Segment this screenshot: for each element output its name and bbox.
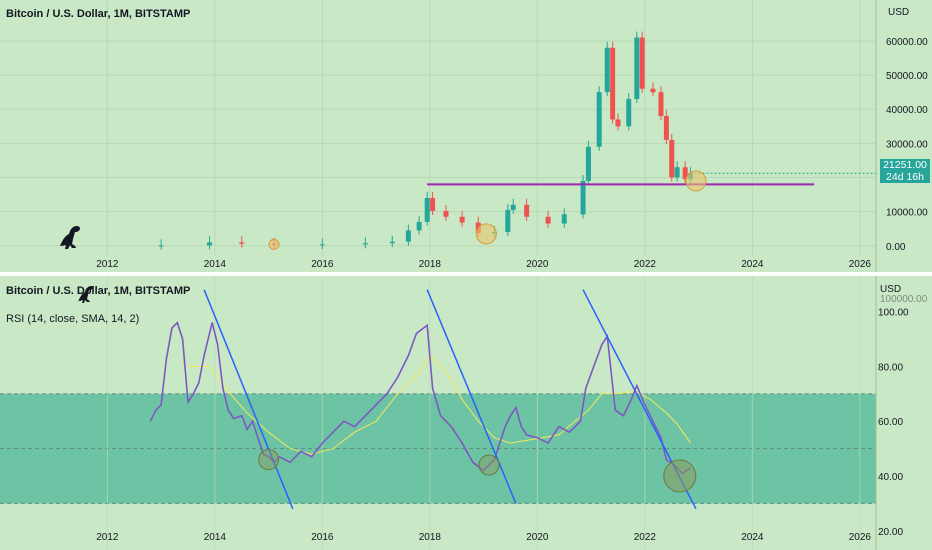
rsi-pane[interactable]: USD 100000.00 100.00 80.00 60.00 40.00 20.00 20… [0,276,932,550]
candle [615,119,621,127]
y-tick-label: 20.00 [878,527,903,538]
candle [669,139,675,178]
candle [405,230,411,242]
y-tick-label: 50000.00 [886,71,928,82]
candle [580,180,586,215]
candle [626,98,632,127]
trendline [203,289,294,510]
x-tick-label: 2020 [526,532,549,543]
candle [663,116,669,140]
x-tick-label: 2020 [526,259,549,270]
x-tick-label: 2014 [204,532,227,543]
x-tick-label: 2022 [634,532,657,543]
candle [158,245,164,247]
currency-label: USD [880,284,901,295]
x-tick-label: 2012 [96,259,119,270]
highlight-circle [685,170,707,192]
y-tick-label: 80.00 [878,362,903,373]
x-tick-label: 2026 [849,259,872,270]
candle [658,92,664,117]
y-tick-label: 40000.00 [886,105,928,116]
candle [510,204,516,210]
candle [610,47,616,120]
candle [443,210,449,217]
candle [524,204,530,217]
candle [459,216,465,223]
rsi-sma-line [188,354,692,455]
candle [682,167,688,180]
x-tick-label: 2016 [311,532,334,543]
x-tick-label: 2018 [419,259,442,270]
price-pane[interactable]: USD60000.0050000.0040000.0030000.0020000… [0,0,932,272]
y-tick-label: 30000.00 [886,139,928,150]
candle [674,167,680,178]
rsi-line [149,321,692,475]
dinosaur-icon [78,286,93,303]
x-tick-label: 2016 [311,259,334,270]
highlight-circle [475,223,497,245]
candle [585,146,591,181]
candle [639,37,645,89]
candle [561,214,567,224]
y-tick-label: 60.00 [878,417,903,428]
price-pane-title: Bitcoin / U.S. Dollar, 1M, BITSTAMP [6,8,191,20]
y-tick-label: 0.00 [886,242,906,253]
rsi-pane-title: Bitcoin / U.S. Dollar, 1M, BITSTAMP [6,285,191,297]
x-tick-label: 2018 [419,532,442,543]
y-tick-label: 10000.00 [886,208,928,219]
dinosaur-icon [60,226,80,249]
candle [430,197,436,211]
highlight-circle [663,459,697,493]
x-tick-label: 2024 [741,532,764,543]
candle [545,216,551,224]
last-price-badge: 21251.00 [880,159,930,171]
y-tick-label: 100.00 [878,308,909,319]
x-tick-label: 2022 [634,259,657,270]
price-chart[interactable]: USD60000.0050000.0040000.0030000.0020000… [0,0,932,272]
partial-tick-label: 100000.00 [880,294,928,305]
candle [207,242,212,246]
currency-label: USD [888,7,909,18]
x-tick-label: 2024 [741,259,764,270]
candle [239,242,245,244]
bar-countdown-badge: 24d 16h [880,171,930,183]
candle [389,241,395,244]
candle [604,47,610,93]
candle [362,243,368,245]
highlight-circle [268,238,280,250]
x-tick-label: 2012 [96,532,119,543]
y-tick-label: 40.00 [878,472,903,483]
y-tick-label: 60000.00 [886,37,928,48]
candle [505,209,511,233]
rsi-indicator-label: RSI (14, close, SMA, 14, 2) [6,313,140,325]
candle [416,221,422,231]
x-tick-label: 2014 [204,259,227,270]
trendline [426,289,517,504]
candle [596,92,602,147]
candle [650,88,656,93]
highlight-circle [258,449,280,471]
candle [634,37,640,99]
pane-divider[interactable] [0,272,932,276]
highlight-circle [478,454,500,476]
x-tick-label: 2026 [849,532,872,543]
candle [319,244,325,246]
candle [424,197,430,222]
